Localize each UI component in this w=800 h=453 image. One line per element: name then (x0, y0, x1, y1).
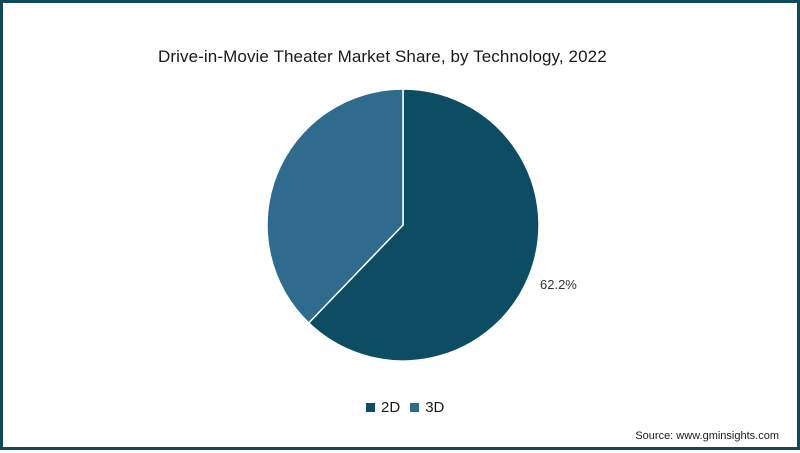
pie-slice-3d (266, 88, 404, 325)
legend-swatch-2d (366, 403, 375, 412)
legend-swatch-3d (410, 403, 420, 412)
legend-label-3d: 3D (425, 399, 445, 416)
legend-item-3d: 3D (410, 399, 444, 416)
chart-legend: 2D 3D (366, 399, 454, 416)
legend-item-2d: 2D (366, 399, 400, 416)
pie-chart: 62.2% (266, 88, 577, 362)
pie-slices (266, 88, 540, 362)
pie-slice-2d (307, 88, 540, 362)
source-note: Source: www.gminsights.com (635, 430, 779, 442)
pie-data-labels: 62.2% (540, 277, 577, 292)
legend-label-2d: 2D (381, 399, 401, 416)
chart-title: Drive-in-Movie Theater Market Share, by … (158, 47, 607, 66)
data-label-2d: 62.2% (540, 277, 577, 292)
